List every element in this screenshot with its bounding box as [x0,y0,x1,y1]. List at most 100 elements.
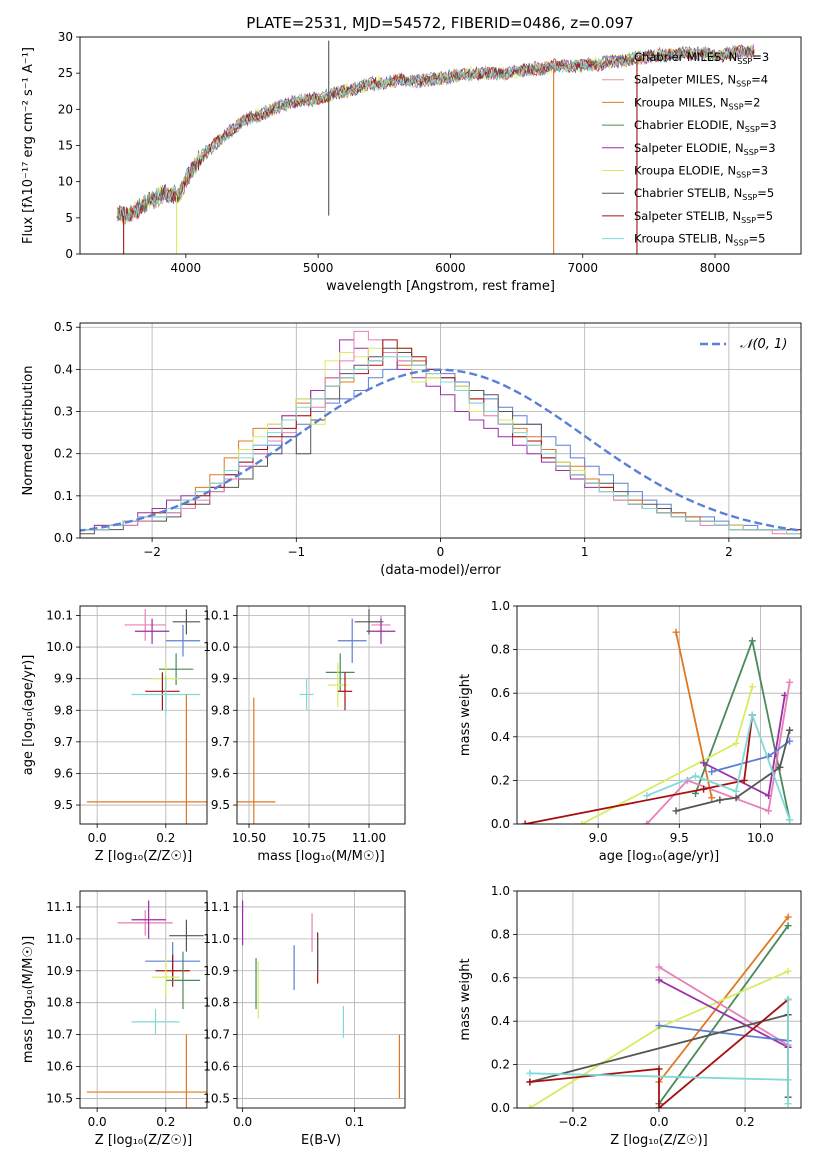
y-tick-label: 0.5 [54,320,73,334]
y-tick-label: 9.5 [211,798,230,812]
weight-series [526,913,792,1108]
chart-age-vs-mass: 10.50 10.75 11.00 9.5 9.6 9.7 9.8 9.9 10.0 10.1 ma… [203,605,406,864]
y-tick-label: 9.5 [54,798,73,812]
weight-line [646,682,791,824]
x-tick-label: 1 [581,545,589,559]
axes-frame [79,605,208,825]
weight-marker [578,820,586,824]
y-tick-label: 20 [58,102,73,116]
weight-marker [655,976,663,984]
weight-marker [526,1078,534,1086]
legend-entry: Chabrier STELIB, NSSP=5 [634,186,774,202]
x-tick-label: 8000 [700,261,731,275]
chart-spectrum: 4000 5000 6000 7000 8000 0 5 10 15 20 25 30 waveleng… [21,30,802,294]
y-tick-label: 9.9 [211,672,230,686]
x-axis-label: (data-model)/error [380,563,501,578]
x-tick-label: 0.0 [88,1115,107,1129]
y-tick-label: 9.8 [211,703,230,717]
weight-line [675,632,713,798]
y-tick-label: 10.6 [46,1060,73,1074]
x-tick-label: 10.50 [232,831,266,845]
figure-title: PLATE=2531, MJD=54572, FIBERID=0486, z=0… [246,14,633,32]
x-tick-label: 0.1 [345,1115,364,1129]
y-tick-label: 0.2 [54,447,73,461]
y-tick-label: 0.0 [491,817,510,831]
residuals-legend: 𝒩(0, 1) [700,337,787,352]
errorbar-points [86,900,207,1108]
x-axis-label: Z [log₁₀(Z/Z☉)] [95,1133,192,1148]
x-tick-label: 0.2 [736,1115,755,1129]
weight-line [658,966,789,1046]
x-axis-label: mass [log₁₀(M/M☉)] [257,849,384,864]
y-axis-label: mass [log₁₀(M/M☉)] [21,936,36,1063]
y-axis-label: Flux [fλ10⁻¹⁷ erg cm⁻² s⁻¹ A⁻¹] [21,47,36,244]
y-tick-label: 10.0 [203,640,230,654]
spectrum-series-kroupa-stelib [116,44,755,223]
y-tick-label: 0.2 [491,1058,510,1072]
weight-marker [732,739,740,747]
y-tick-label: 0.0 [491,1101,510,1115]
y-tick-label: 0.3 [54,405,73,419]
y-axis-label: mass weight [458,674,473,756]
weight-marker [786,816,794,824]
errorbar-points [237,609,396,824]
weight-marker [700,785,708,793]
weight-marker [786,678,794,686]
weight-marker [748,683,756,691]
weight-marker [655,1065,663,1073]
weight-marker [643,820,651,824]
weight-marker [776,763,784,771]
weight-marker [784,967,792,975]
errorbar-points [86,609,207,824]
y-tick-label: 10.6 [203,1060,230,1074]
axes-frame [79,890,208,1109]
y-axis-label: Normed distribution [21,366,36,496]
y-tick-label: 0.6 [491,971,510,985]
y-tick-label: 25 [58,66,73,80]
x-tick-label: 0 [437,545,445,559]
x-tick-label: 2 [725,545,733,559]
x-tick-label: 0.0 [88,831,107,845]
weight-marker [784,922,792,930]
weight-marker [526,1104,534,1108]
weight-line [529,1013,789,1083]
x-tick-label: 0.0 [233,1115,252,1129]
y-tick-label: 11.1 [46,900,73,914]
axes-frame [79,36,802,255]
weight-line [524,714,754,824]
x-axis-label: wavelength [Angstrom, rest frame] [326,279,555,294]
x-tick-label: −1 [287,545,305,559]
weight-marker [655,1022,663,1030]
weight-marker [716,796,724,804]
weight-marker [692,772,700,780]
chart-age-vs-Z: 0.0 0.2 9.5 9.6 9.7 9.8 9.9 10.0 10.1 Z [log₁₀(Z/… [21,605,208,864]
x-tick-label: 10.75 [292,831,326,845]
normal-curve [80,368,801,532]
x-tick-label: 9.0 [589,831,608,845]
y-tick-label: 0.4 [491,730,510,744]
y-tick-label: 30 [58,30,73,44]
weight-line [529,1072,789,1081]
x-tick-label: 4000 [171,261,202,275]
y-axis-label: mass weight [458,958,473,1040]
y-tick-label: 9.6 [211,766,230,780]
x-tick-label: 10.0 [747,831,774,845]
x-tick-label: 5000 [303,261,334,275]
y-tick-label: 0.8 [491,643,510,657]
x-tick-label: 7000 [567,261,598,275]
legend-entry: 𝒩(0, 1) [740,337,787,352]
weight-marker [765,807,773,815]
y-tick-label: 1.0 [491,599,510,613]
x-tick-label: 0.2 [156,831,175,845]
x-tick-label: 11.00 [352,831,386,845]
weight-marker [784,996,792,1003]
x-tick-label: 6000 [435,261,466,275]
weight-marker [521,820,529,824]
legend-entry: Salpeter STELIB, NSSP=5 [634,209,773,225]
x-axis-label: Z [log₁₀(Z/Z☉)] [95,849,192,864]
legend-entry: Chabrier ELODIE, NSSP=3 [634,118,777,134]
y-tick-label: 10.8 [203,996,230,1010]
weight-marker [732,787,740,795]
weight-marker [708,794,716,802]
